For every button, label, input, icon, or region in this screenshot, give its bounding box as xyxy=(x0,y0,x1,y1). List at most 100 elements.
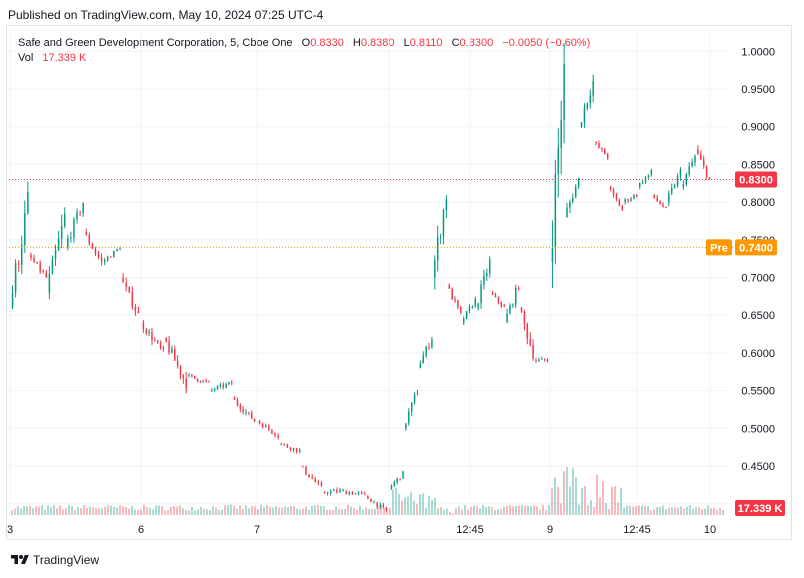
candle-body xyxy=(419,363,422,368)
volume-bar xyxy=(50,506,52,515)
candle-body xyxy=(176,360,179,366)
volume-bar xyxy=(557,487,559,515)
candle-body xyxy=(650,170,653,175)
volume-bar xyxy=(59,505,61,515)
volume-bar xyxy=(629,506,631,515)
candle-body xyxy=(191,374,193,376)
volume-bar xyxy=(464,504,466,515)
candle-body xyxy=(520,307,523,312)
x-tick-label: 6 xyxy=(138,524,144,536)
volume-bar xyxy=(254,506,256,515)
volume-bar xyxy=(323,506,325,515)
volume-bar xyxy=(275,505,277,515)
volume-bar xyxy=(473,505,475,515)
premarket-tag-label: Pre xyxy=(710,242,728,254)
legend-symbol: Safe and Green Development Corporation, … xyxy=(18,37,293,49)
candle-body xyxy=(451,288,453,300)
candle-body xyxy=(39,263,41,272)
volume-bar xyxy=(89,506,91,515)
volume-bar xyxy=(326,510,328,515)
volume-bar xyxy=(593,506,595,515)
candle-body xyxy=(506,313,508,323)
x-tick-label: 7 xyxy=(254,524,260,536)
candle-body xyxy=(697,149,699,154)
candle-body xyxy=(641,182,644,184)
legend-low-label: L xyxy=(403,37,410,49)
candle-body xyxy=(624,199,626,203)
volume-bar xyxy=(410,492,412,515)
volume-bar xyxy=(317,504,319,515)
x-tick-label: 12:45 xyxy=(623,524,651,536)
volume-bar xyxy=(29,505,31,515)
volume-bar xyxy=(83,505,85,515)
candle-body xyxy=(445,199,448,211)
volume-bar xyxy=(374,508,376,515)
volume-bar xyxy=(152,509,154,515)
candle-body xyxy=(231,382,233,384)
candle-body xyxy=(154,340,156,342)
volume-bar xyxy=(632,506,634,515)
volume-bar xyxy=(512,506,514,515)
legend-close-label: C xyxy=(451,37,460,49)
volume-bar xyxy=(284,506,286,515)
legend-volume-value: 17.339 K xyxy=(42,52,87,64)
volume-bar xyxy=(602,480,604,515)
volume-bar xyxy=(443,509,445,515)
volume-bar xyxy=(470,506,472,515)
volume-bar xyxy=(419,493,421,515)
candle-body xyxy=(376,502,378,508)
candle-body xyxy=(280,443,282,445)
volume-bar xyxy=(485,507,487,515)
y-tick-label: 1.0000 xyxy=(741,46,775,58)
candle-body xyxy=(295,448,298,452)
volume-bar xyxy=(635,506,637,515)
volume-bar xyxy=(92,507,94,515)
candle-body xyxy=(142,322,145,330)
candle-body xyxy=(268,425,270,430)
volume-bar xyxy=(617,502,619,515)
volume-bar xyxy=(74,510,76,515)
candle-body xyxy=(116,249,118,251)
candle-body xyxy=(364,492,366,494)
candle-body xyxy=(33,257,35,262)
candle-body xyxy=(91,243,94,249)
candle-body xyxy=(694,156,696,163)
candle-body xyxy=(385,507,388,511)
volume-bar xyxy=(521,505,523,515)
candle-body xyxy=(367,496,369,499)
volume-bar xyxy=(431,500,433,515)
volume-bar xyxy=(638,505,640,515)
volume-bar xyxy=(101,508,103,515)
candle-body xyxy=(185,378,187,389)
volume-bar xyxy=(194,510,196,515)
candle-body xyxy=(532,344,534,359)
y-tick-label: 0.5500 xyxy=(741,386,775,398)
candle-body xyxy=(199,381,202,383)
candle-body xyxy=(682,184,685,188)
candle-body xyxy=(311,477,313,479)
volume-bar xyxy=(173,506,175,515)
volume-bar xyxy=(575,477,577,515)
volume-bar xyxy=(509,505,511,515)
volume-bar xyxy=(644,505,646,515)
candle-body xyxy=(583,107,586,123)
volume-bar xyxy=(203,508,205,515)
candle-body xyxy=(323,492,326,494)
volume-bar xyxy=(206,509,208,515)
volume-bar xyxy=(353,508,355,515)
volume-bar xyxy=(164,510,166,515)
candle-body xyxy=(480,284,482,304)
volume-bar xyxy=(47,505,49,515)
volume-bar xyxy=(11,510,13,515)
volume-bar xyxy=(506,505,508,515)
candle-body xyxy=(213,389,216,391)
legend-change: −0.0050 (−0.60%) xyxy=(502,37,591,49)
footer-brand: TradingView xyxy=(33,553,100,567)
candle-body xyxy=(627,199,629,201)
x-tick-label: 8 xyxy=(386,524,392,536)
volume-bar xyxy=(188,510,190,515)
candle-body xyxy=(653,194,656,198)
volume-bar xyxy=(707,505,709,515)
candle-body xyxy=(125,282,127,288)
